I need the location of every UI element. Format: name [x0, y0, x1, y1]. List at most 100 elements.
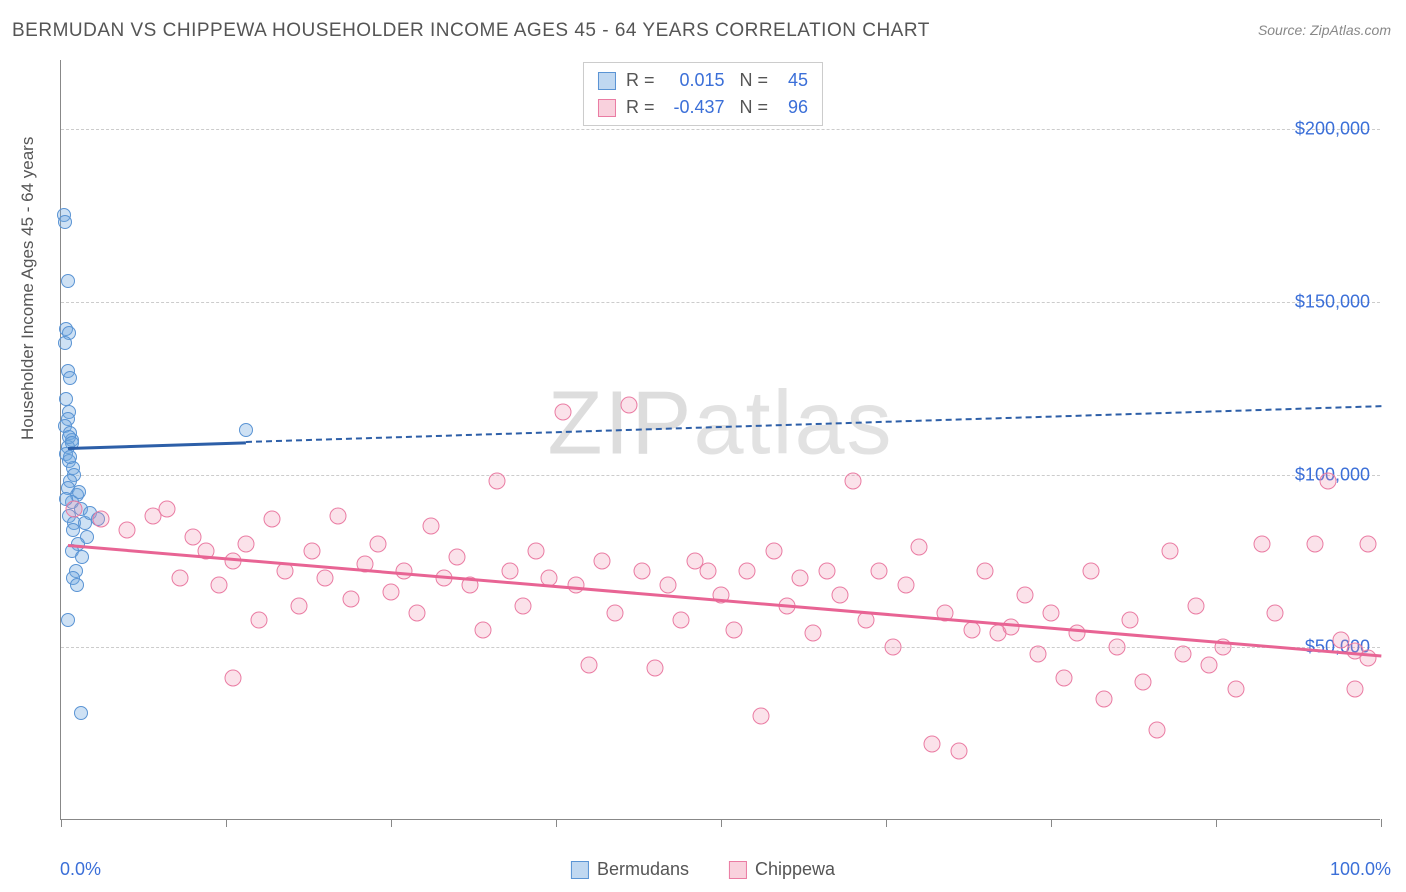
- data-point-pink: [449, 549, 466, 566]
- data-point-pink: [1122, 611, 1139, 628]
- x-tick: [556, 819, 557, 827]
- data-point-pink: [831, 587, 848, 604]
- legend-swatch-blue: [571, 861, 589, 879]
- data-point-pink: [251, 611, 268, 628]
- data-point-pink: [1148, 722, 1165, 739]
- data-point-pink: [158, 501, 175, 518]
- trendline-dash-blue: [246, 405, 1381, 443]
- data-point-pink: [765, 542, 782, 559]
- data-point-blue: [58, 336, 72, 350]
- legend-label-bermudans: Bermudans: [597, 859, 689, 880]
- data-point-pink: [845, 473, 862, 490]
- data-point-pink: [620, 397, 637, 414]
- data-point-pink: [607, 604, 624, 621]
- gridline: [61, 302, 1380, 303]
- data-point-pink: [1254, 535, 1271, 552]
- data-point-pink: [330, 508, 347, 525]
- data-point-pink: [1175, 646, 1192, 663]
- data-point-pink: [950, 742, 967, 759]
- correlation-chart: BERMUDAN VS CHIPPEWA HOUSEHOLDER INCOME …: [0, 0, 1406, 892]
- data-point-pink: [488, 473, 505, 490]
- data-point-pink: [224, 670, 241, 687]
- data-point-pink: [303, 542, 320, 559]
- x-tick: [1381, 819, 1382, 827]
- n-value-chippewa: 96: [778, 94, 808, 121]
- n-value-bermudans: 45: [778, 67, 808, 94]
- data-point-pink: [726, 622, 743, 639]
- data-point-pink: [1161, 542, 1178, 559]
- data-point-pink: [343, 590, 360, 607]
- trendline-pink: [67, 544, 1381, 657]
- data-point-blue: [58, 215, 72, 229]
- data-point-pink: [752, 708, 769, 725]
- data-point-pink: [1082, 563, 1099, 580]
- x-tick: [391, 819, 392, 827]
- data-point-pink: [515, 597, 532, 614]
- data-point-pink: [211, 577, 228, 594]
- data-point-pink: [673, 611, 690, 628]
- data-point-blue: [63, 450, 77, 464]
- x-tick: [1051, 819, 1052, 827]
- data-point-blue: [63, 371, 77, 385]
- data-point-pink: [699, 563, 716, 580]
- data-point-pink: [1201, 656, 1218, 673]
- data-point-pink: [924, 736, 941, 753]
- stats-row-bermudans: R = 0.015 N = 45: [598, 67, 808, 94]
- data-point-pink: [317, 570, 334, 587]
- data-point-pink: [911, 539, 928, 556]
- data-point-pink: [633, 563, 650, 580]
- data-point-pink: [92, 511, 109, 528]
- data-point-pink: [963, 622, 980, 639]
- data-point-pink: [1109, 639, 1126, 656]
- data-point-pink: [528, 542, 545, 559]
- data-point-blue: [74, 706, 88, 720]
- data-point-pink: [383, 584, 400, 601]
- data-point-pink: [1359, 535, 1376, 552]
- legend-item-bermudans: Bermudans: [571, 859, 689, 880]
- gridline: [61, 475, 1380, 476]
- data-point-blue: [61, 613, 75, 627]
- data-point-blue: [61, 274, 75, 288]
- data-point-blue: [72, 485, 86, 499]
- data-point-blue: [70, 578, 84, 592]
- source-attribution: Source: ZipAtlas.com: [1258, 22, 1391, 38]
- data-point-pink: [422, 518, 439, 535]
- data-point-pink: [594, 552, 611, 569]
- data-point-pink: [119, 521, 136, 538]
- y-tick-label: $150,000: [1295, 291, 1370, 312]
- data-point-pink: [567, 577, 584, 594]
- data-point-pink: [1095, 691, 1112, 708]
- data-point-pink: [1135, 673, 1152, 690]
- data-point-pink: [501, 563, 518, 580]
- watermark: ZIPatlas: [547, 373, 893, 476]
- data-point-pink: [871, 563, 888, 580]
- chart-title: BERMUDAN VS CHIPPEWA HOUSEHOLDER INCOME …: [12, 20, 930, 42]
- x-tick: [886, 819, 887, 827]
- data-point-pink: [1043, 604, 1060, 621]
- data-point-pink: [897, 577, 914, 594]
- data-point-pink: [1016, 587, 1033, 604]
- plot-area: ZIPatlas $50,000$100,000$150,000$200,000: [60, 60, 1380, 820]
- data-point-pink: [237, 535, 254, 552]
- legend-label-chippewa: Chippewa: [755, 859, 835, 880]
- x-tick: [226, 819, 227, 827]
- data-point-pink: [1359, 649, 1376, 666]
- swatch-pink: [598, 99, 616, 117]
- data-point-pink: [1346, 680, 1363, 697]
- y-tick-label: $200,000: [1295, 119, 1370, 140]
- x-axis-max-label: 100.0%: [1330, 859, 1391, 880]
- trendline-blue: [68, 441, 246, 449]
- data-point-pink: [1320, 473, 1337, 490]
- data-point-blue: [66, 523, 80, 537]
- x-axis-min-label: 0.0%: [60, 859, 101, 880]
- legend-swatch-pink: [729, 861, 747, 879]
- data-point-pink: [1227, 680, 1244, 697]
- x-tick: [61, 819, 62, 827]
- data-point-blue: [75, 550, 89, 564]
- data-point-blue: [239, 423, 253, 437]
- legend: Bermudans Chippewa: [571, 859, 835, 880]
- data-point-pink: [1188, 597, 1205, 614]
- data-point-pink: [369, 535, 386, 552]
- data-point-pink: [290, 597, 307, 614]
- data-point-pink: [818, 563, 835, 580]
